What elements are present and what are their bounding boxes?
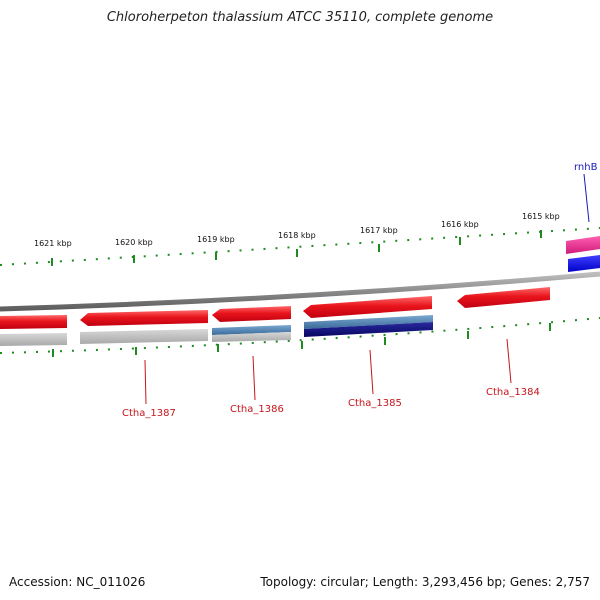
gene-label-ctha-1386[interactable]: Ctha_1386 — [230, 404, 284, 415]
tick-label: 1617 kbp — [360, 226, 398, 235]
upper-tick-track — [0, 227, 600, 266]
accession: Accession: NC_011026 — [9, 575, 146, 589]
cog-ctha-1387[interactable] — [80, 329, 208, 344]
tick-label: 1615 kbp — [522, 212, 560, 221]
cog-partial-left[interactable] — [0, 333, 67, 346]
gene-label-rnhb[interactable]: rnhB — [574, 162, 598, 173]
genome-summary: Topology: circular; Length: 3,293,456 bp… — [260, 575, 590, 589]
gene-partial-left[interactable] — [0, 315, 67, 329]
cog-ctha-1386-b[interactable] — [212, 332, 291, 342]
gene-ctha-1384[interactable] — [457, 287, 550, 308]
genome-backbone — [0, 271, 600, 312]
reverse-strand-genes — [0, 287, 550, 329]
gene-label-ctha-1387[interactable]: Ctha_1387 — [122, 408, 176, 419]
gene-label-ctha-1384[interactable]: Ctha_1384 — [486, 387, 540, 398]
tick-label: 1616 kbp — [441, 220, 479, 229]
lower-tick-track — [0, 317, 600, 354]
rnhb-leader — [583, 173, 590, 223]
gene-rnhb-forward[interactable] — [566, 236, 600, 254]
label-leaders — [144, 338, 512, 405]
gene-ctha-1385[interactable] — [303, 296, 432, 318]
cog-ctha-1385-a[interactable] — [304, 315, 433, 329]
gene-rnhb-cog[interactable] — [568, 255, 600, 272]
kbp-labels: 1621 kbp 1620 kbp 1619 kbp 1618 kbp 1617… — [34, 212, 560, 248]
major-ticks — [51, 230, 542, 266]
tick-label: 1620 kbp — [115, 238, 153, 247]
gene-ctha-1387[interactable] — [80, 310, 208, 326]
tick-label: 1618 kbp — [278, 231, 316, 240]
gene-ctha-1386[interactable] — [212, 306, 291, 322]
genome-title: Chloroherpeton thalassium ATCC 35110, co… — [106, 10, 494, 25]
tick-label: 1619 kbp — [197, 235, 235, 244]
cog-ctha-1385-b[interactable] — [304, 322, 433, 337]
cog-ctha-1386-a[interactable] — [212, 325, 291, 335]
lower-major-ticks — [52, 323, 551, 357]
gene-label-ctha-1385[interactable]: Ctha_1385 — [348, 398, 402, 409]
tick-label: 1621 kbp — [34, 239, 72, 248]
cog-ring — [0, 315, 433, 346]
